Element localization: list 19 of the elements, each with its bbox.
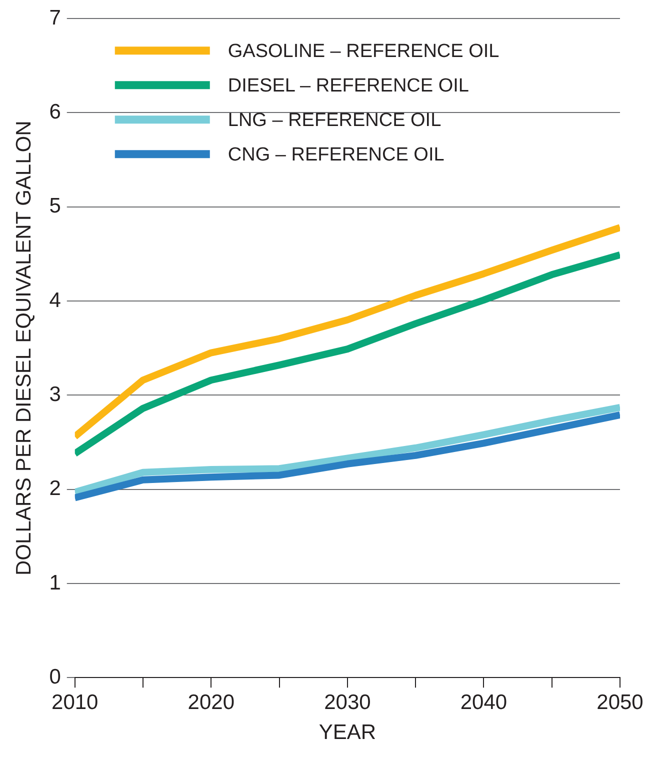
x-tick-label: 2040 xyxy=(460,690,508,714)
y-tick-label: 2 xyxy=(49,477,61,500)
y-tick-label: 7 xyxy=(49,6,61,30)
y-tick-label: 6 xyxy=(49,100,61,124)
y-tick-label: 3 xyxy=(49,382,61,406)
legend-label: GASOLINE – REFERENCE OIL xyxy=(228,40,500,62)
legend-label: DIESEL – REFERENCE OIL xyxy=(228,75,469,96)
y-axis-title: DOLLARS PER DIESEL EQUIVALENT GALLON xyxy=(12,120,36,576)
y-tick-label: 5 xyxy=(49,194,61,218)
x-tick-label: 2050 xyxy=(596,690,644,714)
x-tick-label: 2030 xyxy=(324,690,371,714)
x-axis-title: YEAR xyxy=(318,721,376,744)
x-tick-label: 2010 xyxy=(52,690,98,714)
legend-label: CNG – REFERENCE OIL xyxy=(228,144,444,166)
y-tick-label: 4 xyxy=(49,288,62,312)
legend-label: LNG – REFERENCE OIL xyxy=(228,110,442,131)
y-tick-label: 0 xyxy=(49,665,61,688)
y-tick-label: 1 xyxy=(49,571,61,594)
x-tick-label: 2020 xyxy=(188,690,235,714)
